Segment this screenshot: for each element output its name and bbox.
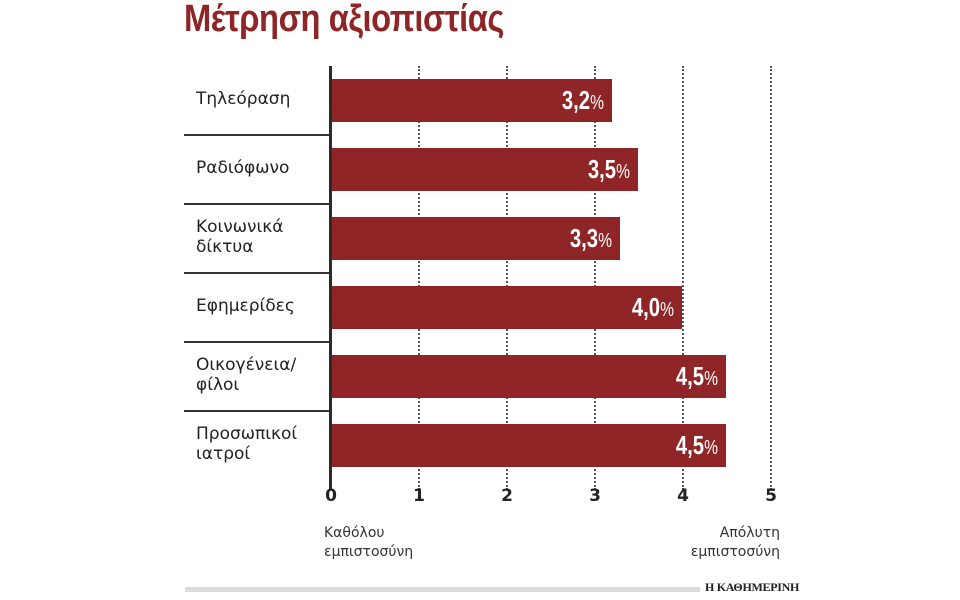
category-label: Προσωπικοί ιατροί (196, 424, 298, 464)
bar: 4,0% (331, 286, 682, 329)
bar: 3,2% (331, 79, 612, 122)
bar: 4,5% (331, 424, 726, 467)
x-tick-label: 3 (589, 486, 601, 506)
row-separator (184, 134, 330, 136)
bar: 3,5% (331, 148, 638, 191)
row-separator (184, 341, 330, 343)
footer-divider (185, 587, 700, 592)
publisher-logo: Η ΚΑΘΗΜΕΡΙΝΗ (705, 580, 800, 594)
x-tick-label: 4 (677, 486, 689, 506)
row-separator (184, 272, 330, 274)
chart-title: Μέτρηση αξιοπιστίας (184, 0, 504, 40)
x-max-label: Απόλυτη εμπιστοσύνη (690, 525, 780, 560)
category-label: Οικογένεια/ φίλοι (196, 355, 297, 395)
gridline-1 (418, 66, 420, 490)
category-label: Κοινωνικά δίκτυα (196, 217, 284, 257)
x-tick-label: 0 (325, 486, 337, 506)
row-separator (184, 410, 330, 412)
category-label: Τηλεόραση (196, 89, 291, 109)
row-separator (184, 203, 330, 205)
x-tick-label: 5 (765, 486, 777, 506)
bar-value-label: 3,3% (569, 223, 612, 253)
category-label: Εφημερίδες (196, 296, 295, 316)
bar-value-label: 3,5% (587, 154, 630, 184)
gridline-5 (770, 66, 772, 490)
x-tick-label: 1 (413, 486, 425, 506)
gridline-4 (682, 66, 684, 490)
bar-value-label: 4,0% (631, 292, 674, 322)
x-tick-label: 2 (501, 486, 513, 506)
category-label: Ραδιόφωνο (196, 158, 290, 178)
gridline-3 (594, 66, 596, 490)
bar-value-label: 4,5% (675, 430, 718, 460)
x-min-label: Καθόλου εμπιστοσύνη (324, 525, 414, 560)
bar-value-label: 4,5% (675, 361, 718, 391)
bar: 4,5% (331, 355, 726, 398)
bar-value-label: 3,2% (561, 85, 604, 115)
bar: 3,3% (331, 217, 620, 260)
gridline-2 (506, 66, 508, 490)
y-axis-line (329, 66, 332, 490)
